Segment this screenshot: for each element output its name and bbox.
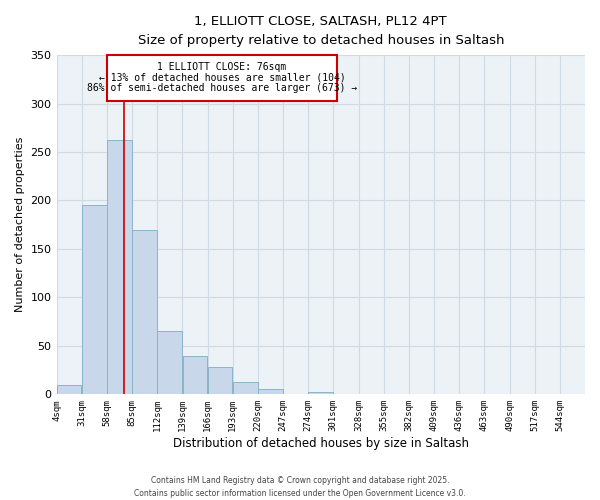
Text: 1 ELLIOTT CLOSE: 76sqm: 1 ELLIOTT CLOSE: 76sqm [157,62,287,72]
Bar [258,390,283,394]
Bar [57,384,82,394]
X-axis label: Distribution of detached houses by size in Saltash: Distribution of detached houses by size … [173,437,469,450]
Text: Contains HM Land Registry data © Crown copyright and database right 2025.
Contai: Contains HM Land Registry data © Crown c… [134,476,466,498]
Bar [157,332,182,394]
Bar [82,206,107,394]
Title: 1, ELLIOTT CLOSE, SALTASH, PL12 4PT
Size of property relative to detached houses: 1, ELLIOTT CLOSE, SALTASH, PL12 4PT Size… [137,15,504,47]
Bar [208,367,232,394]
Bar [132,230,157,394]
Bar [107,140,132,394]
Bar [233,382,257,394]
Text: 86% of semi-detached houses are larger (673) →: 86% of semi-detached houses are larger (… [87,83,357,93]
Bar [308,392,333,394]
FancyBboxPatch shape [107,55,337,100]
Bar [182,356,207,395]
Y-axis label: Number of detached properties: Number of detached properties [15,137,25,312]
Text: ← 13% of detached houses are smaller (104): ← 13% of detached houses are smaller (10… [98,72,346,83]
